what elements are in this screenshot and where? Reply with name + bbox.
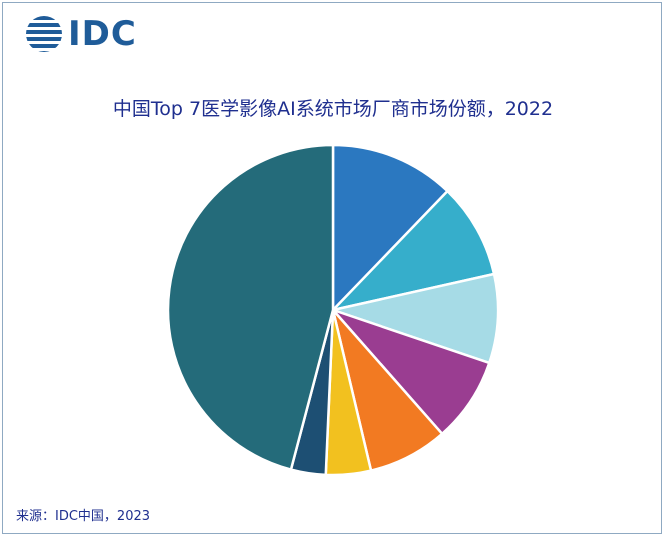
pie-slice-3 [331, 272, 500, 365]
logo-text: IDC [68, 14, 137, 54]
idc-logo: IDC [24, 14, 137, 54]
pie-slice-4 [331, 308, 491, 436]
globe-icon [26, 16, 62, 52]
pie-slice-8 [166, 143, 335, 471]
chart-title: 中国Top 7医学影像AI系统市场厂商市场份额，2022 [112, 98, 554, 120]
pie-slice-2 [331, 189, 496, 312]
pie-slice-1 [331, 143, 449, 312]
source-note: 来源：IDC中国，2023 [16, 509, 151, 524]
